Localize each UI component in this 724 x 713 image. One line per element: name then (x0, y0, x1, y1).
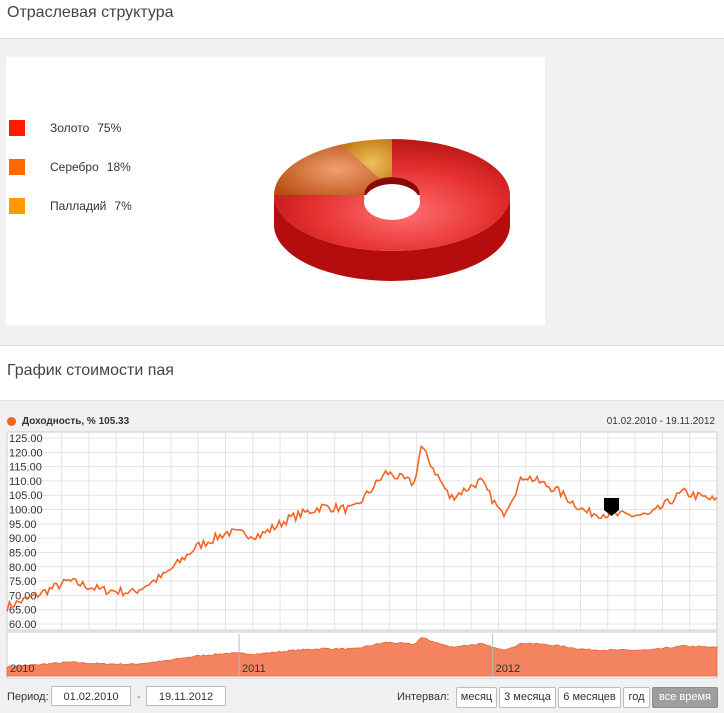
y-tick-label: 125.00 (9, 433, 43, 445)
y-tick-label: 65.00 (9, 605, 37, 617)
legend-swatch (9, 198, 25, 214)
section-header (0, 0, 724, 39)
y-tick-label: 70.00 (9, 590, 37, 602)
value-chart[interactable]: 60.00 65.00 70.00 75.00 80.00 85.00 90.00 95.00… (0, 430, 724, 682)
y-tick-label: 75.00 (9, 576, 37, 588)
navigator-year-label: 2010 (10, 663, 34, 675)
interval-3months-button[interactable]: 3 месяца (499, 687, 556, 708)
navigator-year-label: 2011 (242, 663, 266, 675)
legend-label: Серебро (50, 160, 99, 174)
series-line (6, 444, 718, 612)
y-tick-label: 60.00 (9, 619, 37, 631)
donut-hole (364, 184, 420, 220)
series-dot-icon (7, 417, 16, 426)
navigator-year-label: 2012 (496, 663, 520, 675)
legend-pct: 18% (106, 160, 131, 174)
section-header (0, 345, 724, 401)
y-tick-label: 90.00 (9, 533, 37, 545)
y-tick-label: 80.00 (9, 562, 37, 574)
series-label: Доходность, % 105.33 (22, 416, 130, 427)
date-from-input[interactable]: 01.02.2010 (51, 686, 131, 706)
donut-chart (274, 139, 510, 281)
legend-pct: 7% (114, 199, 132, 213)
y-tick-label: 110.00 (9, 476, 42, 488)
date-range: 01.02.2010 - 19.11.2012 (606, 416, 715, 427)
flag-marker-icon (604, 498, 619, 516)
interval-label: Интервал: (397, 691, 450, 703)
legend-pct: 75% (97, 121, 122, 135)
pie-slice-gold[interactable] (274, 139, 510, 251)
section-title: График стоимости пая (7, 362, 174, 379)
section-title: Отраслевая структура (7, 4, 174, 21)
interval-all-button[interactable]: все время (652, 687, 718, 708)
y-tick-label: 95.00 (9, 519, 37, 531)
interval-month-button[interactable]: месяц (456, 687, 497, 708)
y-tick-label: 115.00 (9, 462, 42, 474)
legend-swatch (9, 120, 25, 136)
y-tick-label: 85.00 (9, 547, 37, 559)
y-tick-label: 100.00 (9, 505, 43, 517)
legend-label: Палладий (50, 199, 107, 213)
navigator-area (6, 637, 718, 677)
period-label: Период: (7, 691, 49, 703)
y-tick-label: 105.00 (9, 490, 43, 502)
date-separator: - (137, 691, 141, 703)
date-to-input[interactable]: 19.11.2012 (146, 686, 226, 706)
pie-slice-palladium[interactable] (341, 139, 392, 179)
interval-year-button[interactable]: год (623, 687, 650, 708)
interval-6months-button[interactable]: 6 месяцев (558, 687, 621, 708)
pie-slice-silver[interactable] (274, 144, 381, 195)
chart-header: Доходность, % 105.33 01.02.2010 - 19.11.… (0, 413, 724, 431)
legend-swatch (9, 159, 25, 175)
y-tick-label: 120.00 (9, 447, 43, 459)
legend-label: Золото (50, 121, 90, 135)
pie-side (274, 195, 510, 281)
pie-card: Золото 75% Серебро 18% Палладий 7% (6, 57, 545, 325)
